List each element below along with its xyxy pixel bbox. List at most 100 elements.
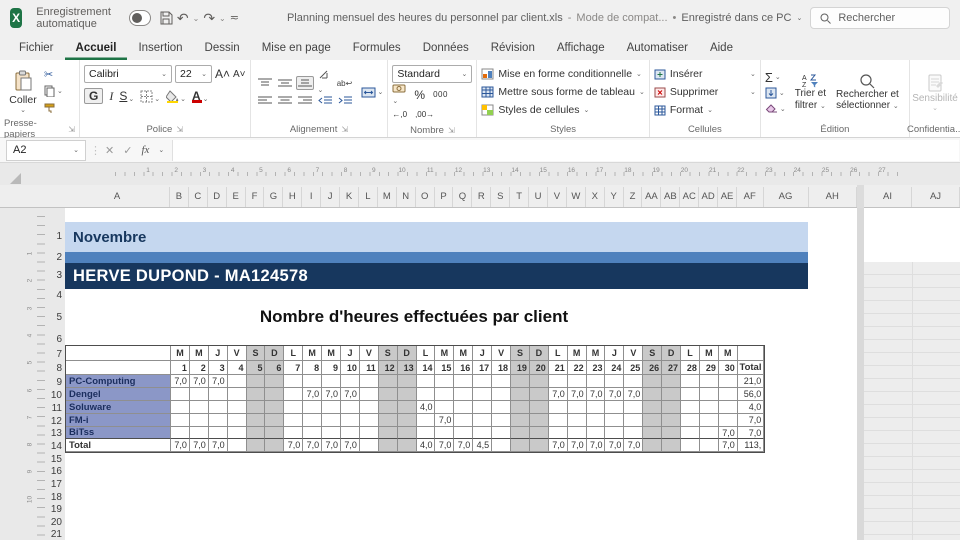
hours-cell[interactable] bbox=[227, 375, 247, 388]
hours-cell[interactable] bbox=[624, 375, 644, 388]
autosave-toggle[interactable] bbox=[128, 10, 151, 26]
day-letter-cell[interactable]: D bbox=[397, 346, 417, 361]
client-name-cell[interactable]: FM-i bbox=[66, 414, 171, 427]
cell-styles-button[interactable]: Styles de cellules ⌄ bbox=[481, 102, 644, 119]
hours-cell[interactable] bbox=[378, 375, 398, 388]
hours-cell[interactable] bbox=[681, 427, 700, 439]
hours-cell[interactable]: 7,0 bbox=[208, 375, 228, 388]
hours-cell[interactable] bbox=[454, 388, 474, 401]
client-total-cell[interactable]: 7,0 bbox=[737, 414, 765, 427]
hours-cell[interactable]: 7,0 bbox=[586, 388, 606, 401]
hours-cell[interactable]: 7,0 bbox=[435, 414, 455, 427]
hours-cell[interactable] bbox=[284, 375, 304, 388]
undo-chevron-icon[interactable]: ⌄ bbox=[192, 13, 200, 23]
format-as-table-button[interactable]: Mettre sous forme de tableau ⌄ bbox=[481, 84, 645, 101]
hours-cell[interactable]: 7,0 bbox=[624, 388, 644, 401]
hours-cell[interactable] bbox=[416, 414, 436, 427]
column-header-u[interactable]: U bbox=[529, 187, 548, 207]
delete-button[interactable]: Supprimer ⌄ bbox=[654, 84, 756, 101]
sensitivity-button[interactable]: Sensibilité bbox=[912, 92, 958, 104]
hours-cell[interactable] bbox=[208, 401, 228, 414]
hours-cell[interactable] bbox=[208, 414, 228, 427]
total-hours-cell[interactable] bbox=[511, 439, 530, 452]
hours-cell[interactable] bbox=[303, 401, 323, 414]
day-number-cell[interactable]: 13 bbox=[397, 361, 417, 375]
hours-cell[interactable] bbox=[416, 375, 436, 388]
hours-cell[interactable] bbox=[605, 401, 625, 414]
hours-cell[interactable] bbox=[662, 388, 682, 401]
column-header-e[interactable]: E bbox=[227, 187, 246, 207]
column-header-ac[interactable]: AC bbox=[680, 187, 700, 207]
hours-cell[interactable] bbox=[473, 388, 493, 401]
total-hours-cell[interactable]: 7,0 bbox=[171, 439, 190, 452]
day-number-cell[interactable]: 10 bbox=[341, 361, 360, 375]
total-hours-cell[interactable]: 7,0 bbox=[548, 439, 568, 452]
hours-cell[interactable] bbox=[511, 401, 530, 414]
column-header-aa[interactable]: AA bbox=[643, 187, 662, 207]
hours-cell[interactable] bbox=[473, 427, 493, 439]
client-name-cell[interactable]: PC-Computing bbox=[66, 375, 171, 388]
total-hours-cell[interactable]: 7,0 bbox=[454, 439, 474, 452]
hours-cell[interactable] bbox=[681, 401, 700, 414]
client-name-cell[interactable]: BiTss bbox=[66, 427, 171, 439]
hours-cell[interactable] bbox=[208, 388, 228, 401]
day-number-cell[interactable]: 26 bbox=[643, 361, 663, 375]
day-number-cell[interactable]: 29 bbox=[699, 361, 719, 375]
hours-cell[interactable]: 4,0 bbox=[416, 401, 436, 414]
hours-cell[interactable] bbox=[416, 388, 436, 401]
hours-cell[interactable] bbox=[397, 427, 417, 439]
hours-cell[interactable] bbox=[265, 375, 285, 388]
day-letter-cell[interactable]: L bbox=[681, 346, 700, 361]
hours-cell[interactable] bbox=[473, 401, 493, 414]
hours-cell[interactable] bbox=[624, 427, 644, 439]
hours-cell[interactable] bbox=[586, 375, 606, 388]
hours-cell[interactable] bbox=[341, 375, 360, 388]
page-2[interactable] bbox=[864, 208, 960, 540]
hours-cell[interactable] bbox=[511, 375, 530, 388]
font-size-select[interactable]: 22 ⌄ bbox=[174, 65, 212, 83]
hours-cell[interactable] bbox=[605, 414, 625, 427]
day-letter-cell[interactable]: S bbox=[511, 346, 530, 361]
tab-fichier[interactable]: Fichier bbox=[19, 42, 54, 54]
alignment-dialog-launcher-icon[interactable]: ⇲ bbox=[341, 124, 349, 134]
client-total-cell[interactable]: 21,0 bbox=[737, 375, 765, 388]
day-letter-cell[interactable]: M bbox=[567, 346, 587, 361]
hours-cell[interactable] bbox=[548, 427, 568, 439]
total-column-header[interactable]: Total bbox=[737, 361, 765, 375]
format-button[interactable]: Format ⌄ bbox=[654, 102, 756, 119]
day-letter-cell[interactable]: M bbox=[303, 346, 323, 361]
hours-cell[interactable] bbox=[662, 427, 682, 439]
day-letter-cell[interactable]: V bbox=[359, 346, 379, 361]
total-hours-cell[interactable]: 7,0 bbox=[322, 439, 342, 452]
hours-cell[interactable] bbox=[492, 375, 512, 388]
day-letter-cell[interactable]: M bbox=[586, 346, 606, 361]
hours-cell[interactable] bbox=[246, 375, 266, 388]
column-header-z[interactable]: Z bbox=[624, 187, 643, 207]
hours-cell[interactable] bbox=[359, 388, 379, 401]
row-header-4[interactable]: 4 bbox=[56, 290, 62, 301]
customize-qat-icon[interactable]: ≂ bbox=[229, 11, 239, 24]
row-header-16[interactable]: 16 bbox=[50, 466, 62, 477]
total-hours-cell[interactable] bbox=[378, 439, 398, 452]
day-number-cell[interactable]: 27 bbox=[662, 361, 682, 375]
column-header-ab[interactable]: AB bbox=[661, 187, 681, 207]
hours-cell[interactable] bbox=[397, 414, 417, 427]
column-header-af[interactable]: AF bbox=[737, 187, 764, 207]
column-header-f[interactable]: F bbox=[246, 187, 265, 207]
row-header-13[interactable]: 13 bbox=[50, 428, 62, 439]
hours-cell[interactable] bbox=[643, 427, 663, 439]
hours-cell[interactable] bbox=[227, 427, 247, 439]
row-header-19[interactable]: 19 bbox=[50, 504, 62, 515]
column-header-w[interactable]: W bbox=[567, 187, 586, 207]
hours-cell[interactable] bbox=[529, 375, 549, 388]
row-header-12[interactable]: 12 bbox=[50, 415, 62, 427]
hours-cell[interactable]: 7,0 bbox=[303, 388, 323, 401]
tab-mise-en-page[interactable]: Mise en page bbox=[261, 42, 331, 54]
redo-chevron-icon[interactable]: ⌄ bbox=[219, 13, 226, 23]
total-hours-cell[interactable]: 7,0 bbox=[284, 439, 304, 452]
hours-cell[interactable] bbox=[435, 401, 455, 414]
column-header-m[interactable]: M bbox=[378, 187, 397, 207]
hours-cell[interactable] bbox=[567, 401, 587, 414]
hours-cell[interactable] bbox=[265, 388, 285, 401]
total-hours-cell[interactable]: 7,0 bbox=[624, 439, 644, 452]
